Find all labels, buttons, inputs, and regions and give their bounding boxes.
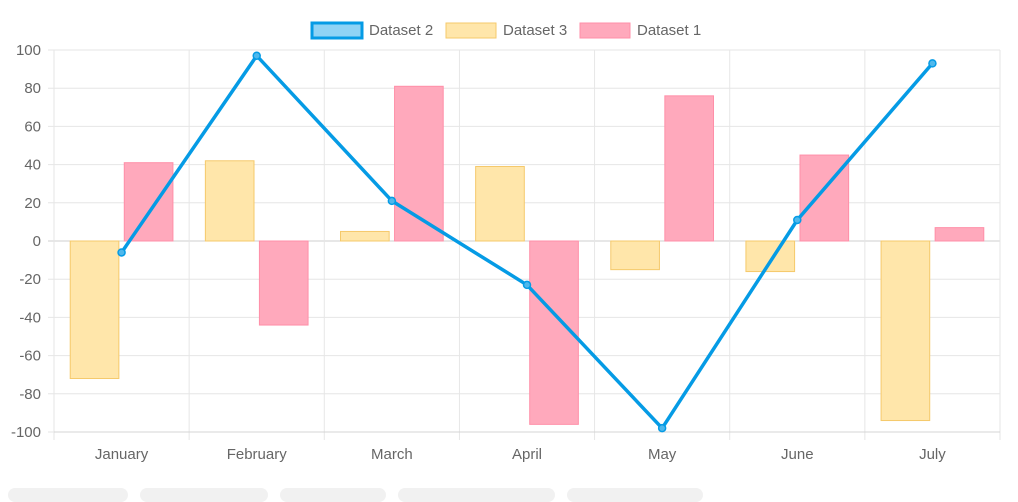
bar-dataset-1 bbox=[123, 162, 174, 242]
y-tick-label: 60 bbox=[24, 118, 41, 135]
bottom-chip bbox=[140, 488, 268, 502]
bar-dataset-3 bbox=[610, 240, 660, 271]
line-point bbox=[387, 196, 397, 206]
bar-dataset-3 bbox=[880, 240, 931, 422]
x-tick-label: March bbox=[371, 446, 413, 463]
bar-dataset-1 bbox=[664, 95, 714, 242]
y-tick-label: 80 bbox=[24, 80, 41, 97]
legend-label: Dataset 1 bbox=[637, 22, 701, 39]
y-tick-label: -20 bbox=[19, 271, 41, 288]
bar-dataset-1 bbox=[258, 240, 309, 326]
line-dataset-2 bbox=[120, 52, 934, 432]
x-tick-label: February bbox=[227, 446, 288, 463]
legend-label: Dataset 2 bbox=[369, 22, 433, 39]
y-tick-label: -80 bbox=[19, 386, 41, 403]
line-point bbox=[117, 248, 126, 257]
line-point bbox=[657, 423, 667, 433]
legend: Dataset 2 Dataset 3 Dataset 1 bbox=[310, 21, 701, 40]
bar-dataset-3 bbox=[69, 240, 120, 380]
bar-dataset-3 bbox=[475, 166, 525, 242]
line-point bbox=[522, 280, 532, 290]
legend-swatch bbox=[310, 21, 364, 40]
x-tick-label: January bbox=[95, 446, 149, 463]
line-point bbox=[928, 59, 937, 68]
y-tick-label: 20 bbox=[24, 195, 41, 212]
bottom-chip bbox=[8, 488, 128, 502]
line-point bbox=[252, 51, 261, 60]
grid-lines bbox=[48, 49, 1001, 440]
line-series bbox=[117, 51, 937, 433]
y-tick-label: 40 bbox=[24, 157, 41, 174]
bar-dataset-3 bbox=[340, 230, 390, 242]
x-axis: January February March April May June July bbox=[95, 446, 946, 463]
bar-dataset-3 bbox=[204, 160, 255, 242]
x-tick-label: June bbox=[781, 446, 814, 463]
y-tick-label: -40 bbox=[19, 309, 41, 326]
bottom-chip bbox=[280, 488, 386, 502]
bar-dataset-1 bbox=[394, 85, 444, 242]
y-tick-label: 100 bbox=[16, 42, 41, 59]
y-axis: 100 80 60 40 20 0 -20 -40 -60 -80 -100 bbox=[11, 42, 41, 441]
legend-label: Dataset 3 bbox=[503, 22, 567, 39]
y-tick-label: 0 bbox=[33, 233, 41, 250]
line-point bbox=[793, 215, 802, 225]
bar-dataset-1 bbox=[934, 227, 985, 242]
x-tick-label: May bbox=[648, 446, 677, 463]
legend-swatch bbox=[579, 22, 631, 39]
x-tick-label: July bbox=[919, 446, 946, 463]
bottom-chip bbox=[567, 488, 703, 502]
x-tick-label: April bbox=[512, 446, 542, 463]
y-tick-label: -100 bbox=[11, 424, 41, 441]
bottom-chip bbox=[398, 488, 555, 502]
bar-series bbox=[69, 85, 985, 425]
y-tick-label: -60 bbox=[19, 348, 41, 365]
bar-dataset-3 bbox=[745, 240, 796, 273]
legend-swatch bbox=[445, 22, 497, 39]
